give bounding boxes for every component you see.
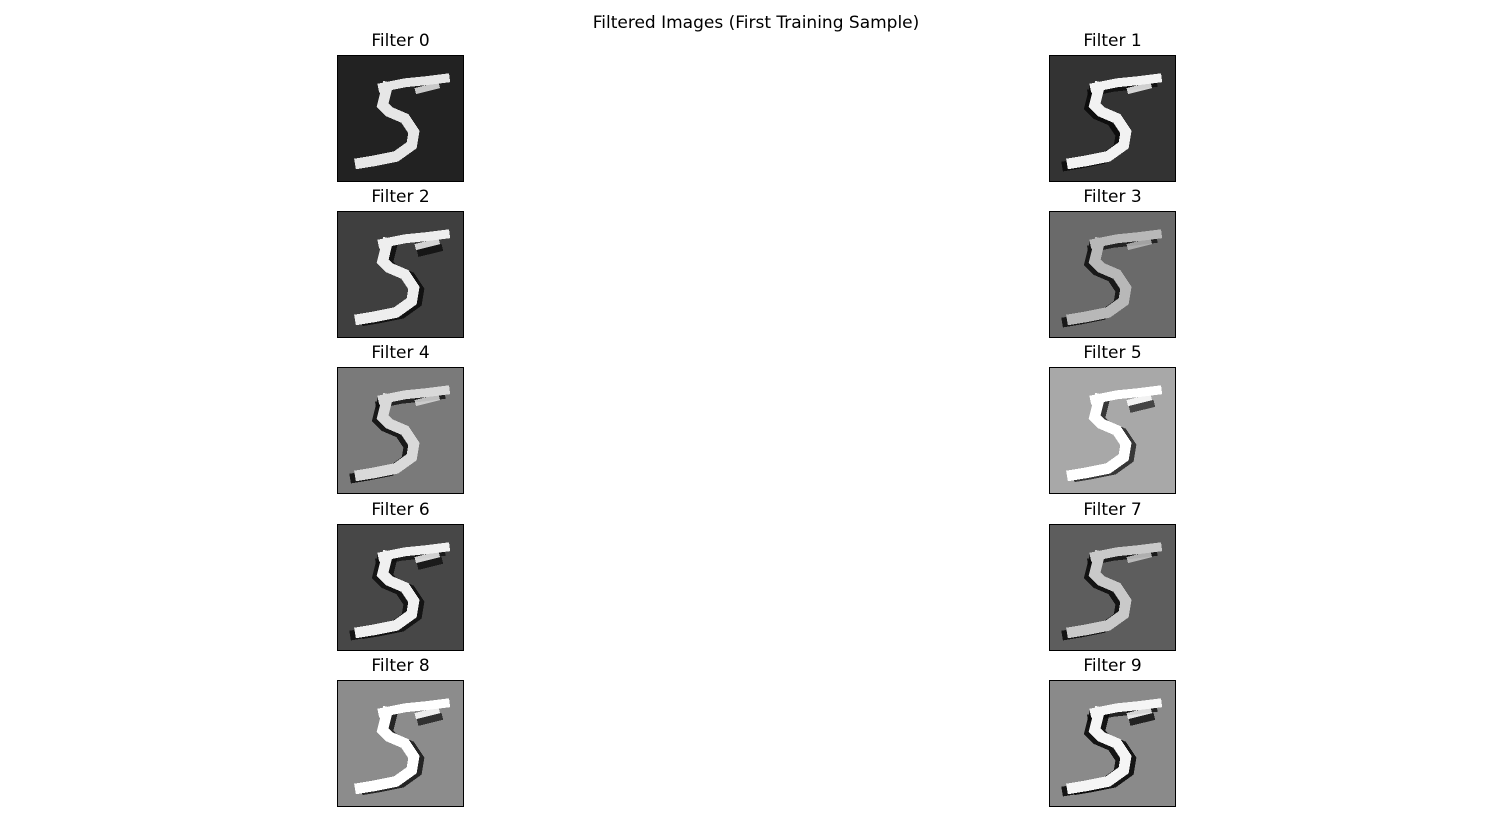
filter-panel-title: Filter 8 [371, 656, 430, 676]
filtered-digit-image [1050, 681, 1175, 806]
filter-panel-title: Filter 6 [371, 500, 430, 520]
bright-stroke [414, 394, 441, 407]
filter-panel-title: Filter 7 [1083, 500, 1142, 520]
filtered-image [1049, 55, 1176, 182]
bright-stroke [414, 82, 441, 95]
filtered-image [1049, 524, 1176, 651]
bright-stroke [1066, 80, 1132, 170]
filtered-digit-image [338, 56, 463, 181]
bright-stroke [354, 80, 420, 170]
bright-stroke [1089, 542, 1163, 562]
filtered-digit-image [338, 212, 463, 337]
filter-panel-title: Filter 0 [371, 31, 430, 51]
bright-stroke [354, 236, 420, 326]
dark-edge-stroke [416, 243, 444, 257]
bright-stroke [1089, 73, 1163, 93]
filter-panel-title: Filter 5 [1083, 343, 1142, 363]
filtered-digit-image [338, 681, 463, 806]
filter-panel-title: Filter 9 [1083, 656, 1142, 676]
dark-edge-stroke [1128, 399, 1156, 413]
bright-stroke [414, 551, 441, 564]
bright-stroke [377, 698, 451, 718]
bright-stroke [354, 705, 420, 795]
bright-stroke [1066, 705, 1132, 795]
dark-edge-stroke [416, 556, 444, 570]
filtered-digit-image [1050, 525, 1175, 650]
filtered-image [337, 524, 464, 651]
filtered-image [337, 367, 464, 494]
bright-stroke [1066, 549, 1132, 639]
filtered-image [1049, 211, 1176, 338]
filtered-digit-image [1050, 56, 1175, 181]
filtered-digit-image [1050, 368, 1175, 493]
bright-stroke [414, 238, 441, 251]
bright-stroke [1126, 394, 1153, 407]
bright-stroke [1126, 238, 1153, 251]
filter-panel-title: Filter 4 [371, 343, 430, 363]
bright-stroke [1066, 392, 1132, 482]
filter-panel-title: Filter 3 [1083, 187, 1142, 207]
bright-stroke [354, 392, 420, 482]
filtered-image [1049, 367, 1176, 494]
bright-stroke [377, 385, 451, 405]
filtered-image [337, 211, 464, 338]
bright-stroke [1089, 698, 1163, 718]
filtered-image [1049, 680, 1176, 807]
dark-edge-stroke [1128, 712, 1156, 726]
bright-stroke [377, 229, 451, 249]
filtered-digit-image [338, 368, 463, 493]
bright-stroke [1126, 707, 1153, 720]
bright-stroke [1066, 236, 1132, 326]
bright-stroke [377, 542, 451, 562]
dark-edge-stroke [416, 712, 444, 726]
bright-stroke [1126, 551, 1153, 564]
figure-title: Filtered Images (First Training Sample) [592, 13, 920, 33]
bright-stroke [1089, 229, 1163, 249]
bright-stroke [377, 73, 451, 93]
filtered-image [337, 55, 464, 182]
bright-stroke [1126, 82, 1153, 95]
filtered-digit-image [338, 525, 463, 650]
filter-panel-title: Filter 1 [1083, 31, 1142, 51]
bright-stroke [354, 549, 420, 639]
filter-panel-title: Filter 2 [371, 187, 430, 207]
filtered-image [337, 680, 464, 807]
bright-stroke [1089, 385, 1163, 405]
filtered-digit-image [1050, 212, 1175, 337]
bright-stroke [414, 707, 441, 720]
